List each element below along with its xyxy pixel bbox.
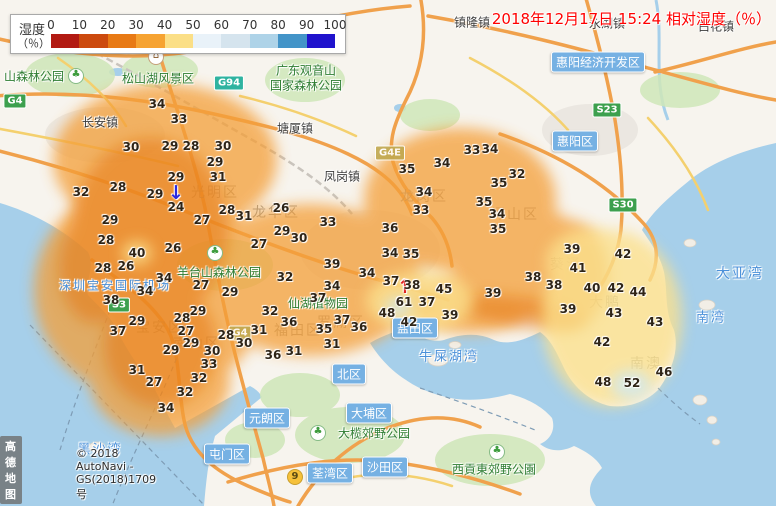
legend-color-cell [164, 34, 193, 48]
legend-tick: 90 [298, 18, 315, 32]
amap-logo[interactable]: 高德地图 [0, 436, 22, 504]
legend-tick: 60 [213, 18, 230, 32]
legend-color-cell [51, 34, 80, 48]
legend-tick: 10 [71, 18, 88, 32]
legend-color-cell [136, 34, 165, 48]
legend-tick: 30 [128, 18, 144, 32]
legend-color-bar [51, 34, 335, 48]
copyright-text: © 2018 AutoNavi - GS(2018)1709号 [76, 447, 157, 501]
legend-unit: （％） [17, 37, 50, 50]
legend-color-cell [249, 34, 279, 48]
legend-tick: 80 [270, 18, 286, 32]
legend-tick: 100 [323, 18, 347, 32]
legend-tick: 50 [185, 18, 201, 32]
legend-color-cell [278, 34, 307, 48]
legend-tick: 70 [242, 18, 258, 32]
legend-color-cell [79, 34, 108, 48]
legend-color-cell [107, 34, 137, 48]
legend-color-cell [221, 34, 250, 48]
legend-tick: 0 [47, 18, 55, 32]
legend-tick: 20 [100, 18, 116, 32]
legend-color-cell [192, 34, 222, 48]
timestamp-label: 2018年12月17日 15:24 相对湿度（％） [491, 10, 771, 28]
legend-tick: 40 [156, 18, 173, 32]
legend-color-cell [306, 34, 335, 48]
legend-title: 湿度 [19, 23, 46, 38]
humidity-legend: 湿度 （％） 0 10 20 30 40 50 60 70 80 90 100 [10, 14, 346, 54]
